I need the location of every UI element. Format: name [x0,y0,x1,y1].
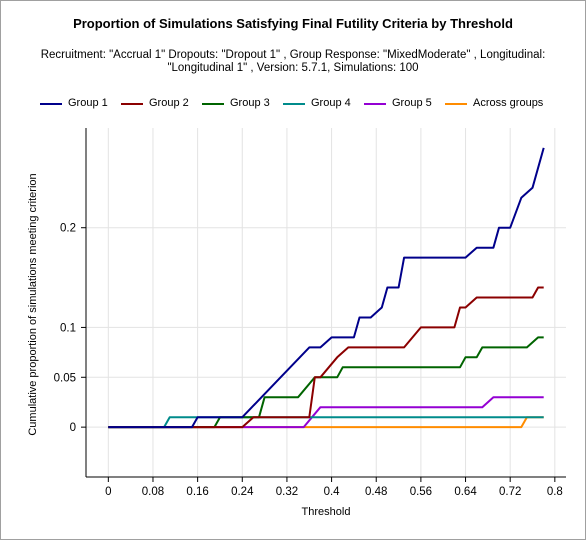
x-tick-label: 0.56 [410,486,432,498]
x-tick-label: 0.48 [365,486,387,498]
x-tick-label: 0.32 [276,486,298,498]
x-tick-label: 0.08 [142,486,164,498]
series-line-group-3 [108,337,543,427]
y-tick-label: 0 [70,422,76,434]
x-tick-label: 0.64 [454,486,477,498]
x-axis-label: Threshold [302,506,351,518]
y-tick-label: 0.05 [54,372,76,384]
y-tick-label: 0.1 [60,322,76,334]
series-line-group-5 [108,397,543,427]
x-tick-label: 0.16 [186,486,208,498]
x-tick-label: 0.24 [231,486,254,498]
x-tick-label: 0.4 [324,486,341,498]
x-tick-label: 0 [105,486,111,498]
series-line-group-1 [108,148,543,427]
series-line-across-groups [108,417,543,427]
y-tick-label: 0.2 [60,223,76,235]
x-tick-label: 0.8 [547,486,563,498]
y-axis-label: Cumulative proportion of simulations mee… [27,173,39,435]
series-line-group-4 [108,417,543,427]
x-tick-label: 0.72 [499,486,521,498]
series-line-group-2 [108,288,543,428]
